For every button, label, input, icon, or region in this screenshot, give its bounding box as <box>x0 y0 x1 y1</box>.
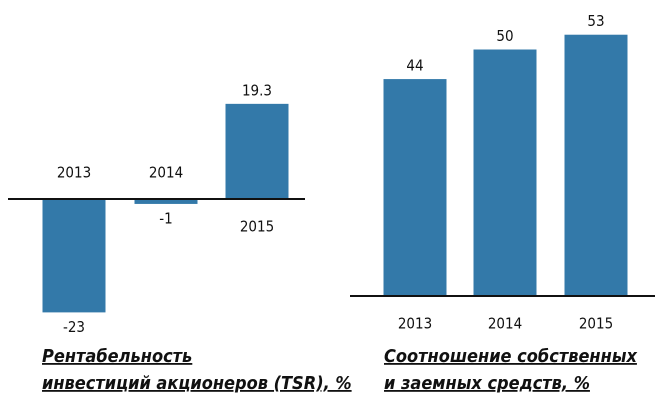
value-label: 53 <box>587 12 604 30</box>
bar <box>564 34 628 297</box>
chart-title: инвестиций акционеров (TSR), % <box>42 373 352 394</box>
bar <box>383 79 447 296</box>
category-label: 2015 <box>240 218 274 236</box>
chart-title: Рентабельность <box>42 346 192 367</box>
bar <box>225 103 289 199</box>
category-label: 2013 <box>57 164 91 182</box>
value-label: 19.3 <box>242 81 272 99</box>
value-label: -1 <box>159 209 172 227</box>
bar <box>473 49 537 296</box>
bar <box>42 199 106 313</box>
chart-title: Соотношение собственных <box>384 346 637 367</box>
category-label: 2014 <box>149 164 183 182</box>
chart-title: и заемных средств, % <box>384 373 590 394</box>
bar <box>134 199 198 204</box>
value-label: -23 <box>63 318 85 336</box>
category-label: 2014 <box>488 315 522 333</box>
category-label: 2013 <box>398 315 432 333</box>
value-label: 50 <box>496 27 513 45</box>
value-label: 44 <box>406 57 423 75</box>
category-label: 2015 <box>579 315 613 333</box>
